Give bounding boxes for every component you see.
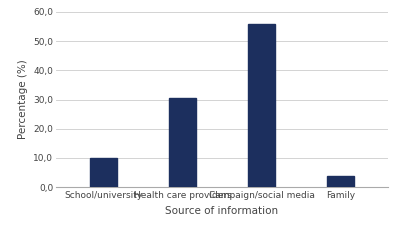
X-axis label: Source of information: Source of information bbox=[166, 206, 278, 216]
Y-axis label: Percentage (%): Percentage (%) bbox=[18, 60, 28, 139]
Bar bbox=[90, 158, 117, 187]
Bar bbox=[327, 175, 354, 187]
Bar bbox=[169, 98, 196, 187]
Bar bbox=[248, 24, 275, 187]
